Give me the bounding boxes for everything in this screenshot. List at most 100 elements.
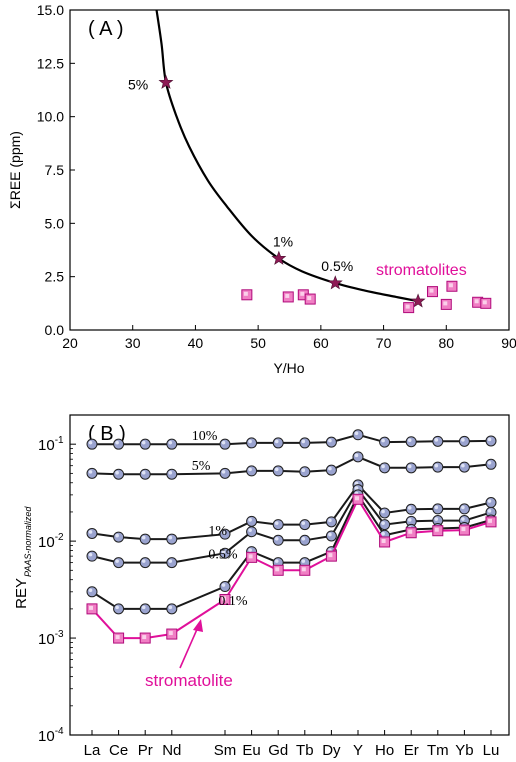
mixing-marker-highlight xyxy=(461,438,465,442)
stromatolite-point-highlight xyxy=(429,288,434,293)
mixing-marker-highlight xyxy=(328,518,332,523)
mixing-marker xyxy=(113,603,125,615)
mixing-marker-highlight xyxy=(274,536,279,541)
mixing-marker-highlight xyxy=(115,605,119,610)
mixing-marker xyxy=(325,464,337,476)
mixing-marker xyxy=(86,527,98,539)
mixing-marker xyxy=(352,429,364,441)
mixing-marker-highlight xyxy=(88,552,93,557)
mixing-marker xyxy=(299,466,311,478)
stromatolite-marker-highlight xyxy=(115,635,120,640)
y-tick-label: 10.0 xyxy=(37,109,64,125)
mixing-marker-highlight xyxy=(434,463,439,468)
mixing-marker-highlight xyxy=(168,559,173,563)
mixing-marker-highlight xyxy=(141,470,146,475)
stromatolite-point-highlight xyxy=(243,291,248,296)
panel-b-frame xyxy=(69,414,510,736)
stromatolite-marker-highlight xyxy=(275,567,280,572)
stromatolite-arrow: stromatolite xyxy=(145,619,233,690)
x-tick-label: Gd xyxy=(268,742,288,759)
mixing-marker xyxy=(246,526,258,538)
mixing-marker-label: 1% xyxy=(273,234,293,250)
panel-a-x-axis-title: Y/Ho xyxy=(273,360,304,376)
mixing-marker xyxy=(405,503,417,515)
panel-b: ( B ) La Ce Pr Nd Sm Eu Gd Tb Dy Y Ho Er Tm Yb Lu 10-1… xyxy=(13,414,510,759)
mixing-marker xyxy=(113,557,125,569)
stromatolite-marker-highlight xyxy=(142,635,147,640)
y-tick-label: 12.5 xyxy=(37,55,64,71)
mixing-marker xyxy=(325,516,337,528)
x-tick-label: Er xyxy=(404,742,419,759)
mixing-marker-highlight xyxy=(381,464,385,469)
mixing-line xyxy=(92,433,492,446)
mixing-marker-highlight xyxy=(407,518,412,522)
stromatolite-point-highlight xyxy=(474,299,479,304)
x-tick-label: 30 xyxy=(125,335,141,351)
mixing-marker xyxy=(272,465,284,477)
mixing-marker-highlight xyxy=(168,470,173,475)
mixing-marker xyxy=(432,461,444,473)
mixing-marker-highlight xyxy=(301,521,306,525)
mixing-marker-highlight xyxy=(88,530,93,534)
mixing-marker xyxy=(405,436,417,448)
mixing-marker xyxy=(405,462,417,474)
mixing-marker-highlight xyxy=(487,437,492,442)
mixing-marker-highlight xyxy=(407,438,412,443)
mixing-marker xyxy=(86,586,98,598)
mixing-marker-highlight xyxy=(115,440,119,445)
y-tick-label: 10-3 xyxy=(38,629,64,648)
stromatolite-point-highlight xyxy=(405,304,410,309)
mixing-marker-highlight xyxy=(248,548,252,552)
mixing-marker-highlight xyxy=(221,440,226,445)
mixing-marker-highlight xyxy=(381,438,385,443)
mixing-marker-highlight xyxy=(461,463,465,468)
mixing-marker-highlight xyxy=(487,461,492,465)
panel-a-frame xyxy=(69,9,510,331)
stromatolites-label: stromatolites xyxy=(376,262,467,279)
stromatolite-marker-highlight xyxy=(248,554,253,559)
mixing-marker-highlight xyxy=(461,517,465,521)
stromatolite-marker-highlight xyxy=(89,605,93,610)
mixing-marker-star xyxy=(271,250,287,265)
mixing-marker-highlight xyxy=(328,466,332,471)
x-tick-label: 90 xyxy=(501,335,516,351)
mixing-marker-highlight xyxy=(487,499,492,503)
mixing-marker-highlight xyxy=(274,559,279,563)
pattern-label: 0.1% xyxy=(218,594,248,609)
mixing-marker-highlight xyxy=(354,431,359,436)
mixing-curve xyxy=(155,9,419,303)
rey-patterns xyxy=(86,429,497,644)
x-tick-label: Lu xyxy=(483,742,500,759)
mixing-marker-highlight xyxy=(115,533,119,538)
stromatolite-arrow-line xyxy=(179,626,199,669)
mixing-marker-label: 5% xyxy=(128,77,148,93)
mixing-marker-highlight xyxy=(434,438,439,442)
mixing-marker xyxy=(113,531,125,543)
mixing-marker-highlight xyxy=(274,439,279,444)
pattern-label: 1% xyxy=(208,524,227,539)
stromatolite-marker-highlight xyxy=(328,553,333,558)
mixing-marker-highlight xyxy=(221,470,226,474)
mixing-marker xyxy=(299,519,311,531)
mixing-marker-highlight xyxy=(141,605,146,610)
panel-b-x-axis: La Ce Pr Nd Sm Eu Gd Tb Dy Y Ho Er Tm Yb Lu xyxy=(84,730,500,759)
x-tick-label: Ce xyxy=(109,742,128,759)
x-tick-label: Yb xyxy=(455,742,473,759)
y-tick-label: 7.5 xyxy=(45,162,65,178)
mixing-marker-highlight xyxy=(407,505,412,510)
stromatolite-marker-highlight xyxy=(222,596,226,601)
x-tick-label: Nd xyxy=(162,742,181,759)
mixing-marker-highlight xyxy=(168,440,173,445)
mixing-marker xyxy=(272,437,284,449)
mixing-marker xyxy=(219,581,231,593)
mixing-marker-highlight xyxy=(274,521,279,525)
mixing-marker-highlight xyxy=(461,505,465,510)
x-tick-label: 80 xyxy=(438,335,454,351)
mixing-marker xyxy=(139,468,151,480)
mixing-marker xyxy=(299,534,311,546)
y-tick-label: 0.0 xyxy=(45,322,65,338)
mixing-marker-star xyxy=(158,74,174,89)
mixing-marker xyxy=(166,557,178,569)
panel-b-y-axis-title-sub: PAAS-normalized xyxy=(23,506,33,577)
